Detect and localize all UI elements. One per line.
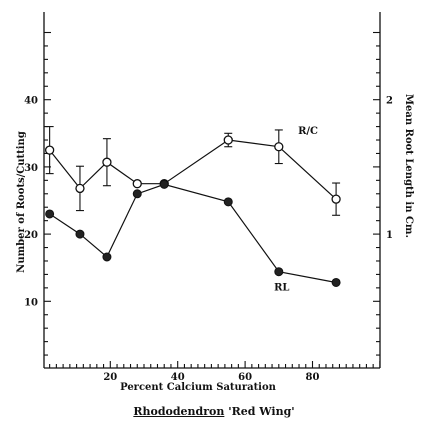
series-label-r-c: R/C bbox=[298, 126, 318, 137]
data-point-r-c bbox=[75, 183, 85, 194]
data-point-rl bbox=[159, 179, 169, 189]
x-tick-label: 40 bbox=[171, 372, 185, 383]
x-tick-label: 20 bbox=[103, 372, 117, 383]
data-point-rl bbox=[75, 229, 85, 239]
y2-axis-title: Mean Root Length in Cm. bbox=[403, 94, 414, 238]
data-point-rl bbox=[45, 209, 55, 219]
data-point-rl bbox=[223, 197, 233, 207]
y2-tick-label: 1 bbox=[386, 230, 393, 241]
y-axis-title: Number of Roots/Cutting bbox=[16, 131, 27, 273]
x-axis-title: Percent Calcium Saturation bbox=[120, 382, 277, 393]
x-tick-label: 60 bbox=[238, 372, 252, 383]
y-tick-label: 40 bbox=[24, 96, 38, 107]
y-tick-label: 30 bbox=[24, 163, 38, 174]
chart-caption: Rhododendron 'Red Wing' bbox=[0, 405, 428, 418]
y-tick-label: 20 bbox=[24, 230, 38, 241]
data-point-rl bbox=[274, 267, 284, 277]
data-point-r-c bbox=[331, 194, 341, 204]
series-label-rl: RL bbox=[274, 282, 289, 293]
data-point-r-c bbox=[223, 135, 233, 145]
y-tick-label: 10 bbox=[24, 297, 38, 308]
caption-cultivar: 'Red Wing' bbox=[228, 405, 295, 418]
y2-tick-label: 2 bbox=[386, 96, 393, 107]
data-point-r-c bbox=[274, 142, 284, 152]
data-point-r-c bbox=[44, 145, 55, 155]
x-tick-label: 80 bbox=[306, 372, 320, 383]
caption-genus: Rhododendron bbox=[133, 405, 225, 418]
data-point-r-c bbox=[102, 157, 112, 167]
series-line-r-c bbox=[49, 139, 337, 200]
data-point-rl bbox=[331, 277, 341, 287]
data-point-rl bbox=[102, 252, 112, 262]
data-point-rl bbox=[132, 189, 142, 199]
series-line-rl bbox=[49, 183, 337, 284]
data-point-r-c bbox=[132, 179, 142, 189]
chart: 10 20 30 40 1 2 20 40 60 80 Percent Calcium Satura… bbox=[16, 12, 414, 393]
